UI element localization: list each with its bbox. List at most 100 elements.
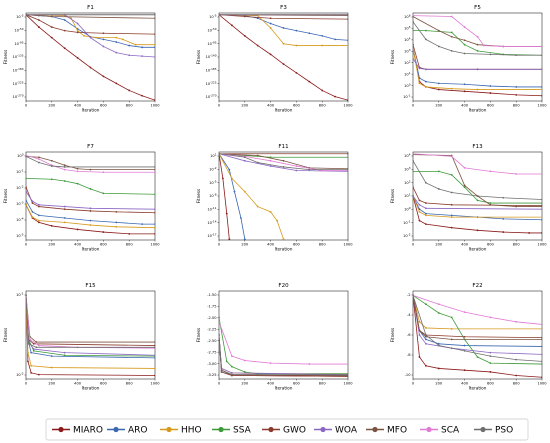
series-point-hho — [256, 205, 259, 208]
series-point-hho — [450, 87, 453, 90]
y-tick-label: 10-225 — [206, 80, 217, 86]
series-point-woa — [89, 36, 92, 39]
plot-frame — [218, 290, 349, 380]
plot-frame — [25, 151, 156, 241]
series-point-gwo — [413, 186, 414, 189]
panel-f20: F20 0 200 400 600 800 1000 -1.50 -1.75 -2.00 -2.25… — [196, 283, 353, 391]
series-point-miaro — [515, 374, 518, 377]
series-point-miaro — [50, 36, 53, 39]
series-line-gwo — [413, 44, 542, 70]
series-point-woa — [418, 334, 421, 336]
series-point-hho — [154, 43, 155, 46]
x-tick-label: 600 — [293, 104, 301, 108]
y-tick-label: 10-4 — [16, 217, 24, 223]
series-line-miaro — [26, 14, 155, 101]
series-point-woa — [418, 67, 421, 70]
series-point-mfo — [450, 35, 453, 38]
series-line-pso — [413, 160, 542, 200]
x-tick-label: 200 — [435, 243, 443, 247]
x-axis-label: Iteration — [275, 386, 293, 391]
series-point-miaro — [308, 80, 311, 83]
x-tick-label: 1000 — [343, 243, 353, 247]
series-point-aro — [541, 86, 542, 88]
series-point-aro — [437, 342, 440, 345]
series-point-pso — [450, 49, 453, 52]
series-line-mfo — [26, 156, 155, 170]
series-point-miaro — [50, 225, 53, 227]
series-group — [26, 13, 155, 101]
series-point-pso — [413, 294, 414, 297]
series-point-mfo — [154, 17, 155, 20]
series-point-woa — [76, 22, 79, 25]
y-tick-label: 10-185 — [206, 67, 217, 73]
series-line-pso — [26, 295, 155, 348]
x-tick-label: 400 — [461, 382, 469, 386]
series-point-ssa — [541, 363, 542, 365]
series-point-miaro — [476, 229, 479, 232]
series-point-sca — [63, 168, 66, 171]
series-point-ssa — [476, 49, 479, 52]
series-point-miaro — [541, 94, 542, 97]
series-point-miaro — [541, 376, 542, 379]
series-point-mfo — [154, 341, 155, 343]
legend-label: SSA — [233, 426, 252, 436]
y-tick-label: 10-1 — [403, 94, 411, 100]
x-tick-label: 600 — [100, 243, 108, 247]
series-point-hho — [231, 177, 233, 180]
series-point-pso — [502, 196, 505, 199]
series-point-sca — [154, 171, 155, 174]
panel-f15: F15 0 200 400 600 800 1000 10-1 10-2 Iteration Fit… — [3, 283, 160, 391]
series-point-miaro — [225, 212, 228, 215]
y-tick-label: -2.50 — [207, 339, 217, 343]
series-point-aro — [502, 217, 505, 220]
y-tick-label: -4 — [407, 313, 411, 317]
series-point-hho — [295, 44, 298, 47]
series-point-aro — [38, 214, 40, 217]
y-tick-label: -3.25 — [207, 373, 216, 377]
series-point-aro — [154, 46, 155, 49]
series-point-miaro — [418, 219, 421, 222]
series-point-ssa — [476, 199, 479, 202]
series-point-miaro — [541, 232, 542, 234]
series-point-pso — [219, 13, 220, 16]
series-point-aro — [463, 83, 466, 86]
series-point-hho — [276, 219, 278, 222]
series-point-sca — [502, 45, 505, 48]
series-point-mfo — [50, 15, 53, 18]
series-point-hho — [154, 367, 155, 370]
series-point-ssa — [437, 312, 440, 314]
series-point-miaro — [154, 374, 155, 377]
panel-f11: F11 0 200 400 600 800 1000 101 10-2 10-5 10-8 10-11… — [196, 144, 353, 252]
series-point-mfo — [463, 184, 466, 187]
series-line-pso — [219, 334, 348, 375]
series-point-miaro — [128, 232, 131, 235]
series-point-hho — [425, 327, 427, 329]
series-point-gwo — [418, 199, 421, 202]
x-tick-label: 1000 — [537, 243, 547, 247]
legend-item-gwo: GWO — [262, 426, 306, 436]
series-group — [219, 152, 348, 240]
series-line-aro — [26, 295, 155, 359]
series-point-aro — [425, 80, 427, 83]
series-point-sca — [489, 170, 492, 173]
legend-marker — [372, 426, 378, 433]
series-point-miaro — [489, 92, 492, 94]
series-point-miaro — [38, 373, 40, 376]
y-tick-label: 10-3 — [16, 201, 24, 207]
y-tick-label: 103 — [404, 166, 411, 172]
x-axis-label: Iteration — [469, 108, 487, 113]
legend-label: ARO — [128, 426, 148, 436]
series-point-miaro — [63, 47, 66, 50]
series-line-pso — [219, 153, 348, 170]
x-tick-label: 1000 — [150, 243, 160, 247]
series-point-pso — [463, 349, 466, 352]
y-tick-label: -8 — [407, 353, 411, 357]
series-point-gwo — [38, 205, 40, 208]
series-point-miaro — [154, 99, 155, 101]
series-point-woa — [115, 51, 118, 54]
x-tick-label: 200 — [48, 382, 56, 386]
x-axis-label: Iteration — [275, 108, 293, 113]
series-point-woa — [102, 45, 105, 48]
series-point-sca — [541, 45, 542, 48]
series-point-mfo — [76, 167, 79, 170]
